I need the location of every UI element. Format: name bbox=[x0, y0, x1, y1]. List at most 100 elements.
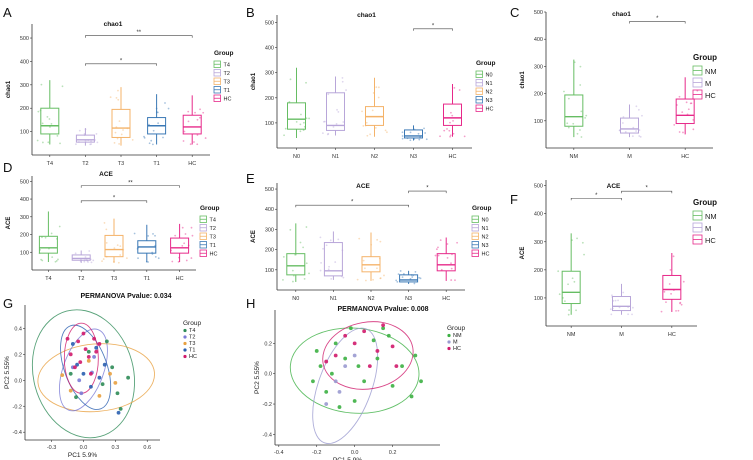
significance-label: ** bbox=[136, 30, 141, 36]
pcoa-point-hc bbox=[89, 371, 93, 376]
jitter-point bbox=[84, 139, 87, 142]
jitter-point bbox=[292, 280, 294, 283]
confidence-ellipse-t1 bbox=[60, 324, 112, 410]
jitter-point bbox=[119, 245, 122, 247]
x-tick-label: 0.2 bbox=[389, 450, 397, 456]
jitter-point bbox=[386, 131, 388, 134]
x-tick-label: M bbox=[619, 332, 624, 338]
x-tick-label: HC bbox=[188, 161, 196, 167]
jitter-point bbox=[78, 129, 81, 132]
jitter-point bbox=[61, 85, 64, 88]
jitter-point bbox=[336, 108, 338, 111]
jitter-point bbox=[40, 258, 43, 261]
jitter-point bbox=[681, 111, 684, 113]
jitter-point bbox=[167, 107, 170, 110]
significance-label: * bbox=[595, 193, 598, 199]
jitter-point bbox=[364, 279, 367, 282]
jitter-point bbox=[567, 126, 570, 129]
jitter-point bbox=[627, 306, 630, 308]
jitter-point bbox=[187, 120, 190, 123]
jitter-point bbox=[48, 118, 51, 120]
bracket-line bbox=[295, 204, 409, 208]
box-iqr bbox=[620, 117, 639, 134]
legend-label: T4 bbox=[224, 63, 230, 69]
legend: Group NM M HC bbox=[692, 198, 717, 245]
legend-dot bbox=[183, 348, 187, 352]
bracket-line bbox=[413, 28, 453, 31]
jitter-point bbox=[113, 141, 116, 144]
y-axis-label: chao1 bbox=[251, 72, 257, 90]
jitter-point bbox=[668, 283, 671, 285]
legend-label: N0 bbox=[486, 73, 493, 79]
jitter-point bbox=[89, 258, 92, 261]
y-tick-label: 100 bbox=[265, 268, 274, 274]
y-axis-label: ACE bbox=[251, 230, 257, 243]
jitter-point bbox=[342, 276, 345, 279]
pcoa-point-t1 bbox=[116, 410, 121, 415]
jitter-point bbox=[573, 280, 576, 283]
jitter-point bbox=[327, 132, 330, 135]
x-tick-label: HC bbox=[442, 296, 450, 302]
jitter-point bbox=[692, 128, 695, 131]
jitter-point bbox=[157, 122, 160, 125]
jitter-point bbox=[334, 261, 337, 263]
jitter-point bbox=[451, 114, 454, 117]
y-tick-label: 200 bbox=[265, 248, 274, 254]
jitter-point bbox=[446, 243, 449, 245]
jitter-point bbox=[611, 294, 613, 297]
jitter-point bbox=[119, 254, 122, 256]
pcoa-point-nm bbox=[356, 364, 361, 369]
box-m bbox=[618, 104, 643, 138]
confidence-ellipse-t3 bbox=[37, 343, 155, 413]
box-hc bbox=[673, 77, 699, 135]
jitter-point bbox=[356, 278, 359, 281]
jitter-point bbox=[609, 308, 612, 311]
jitter-point bbox=[341, 77, 344, 79]
jitter-point bbox=[329, 239, 332, 242]
x-tick-label: N3 bbox=[410, 154, 417, 160]
jitter-point bbox=[439, 239, 442, 242]
x-tick-label: T2 bbox=[82, 161, 88, 167]
panel-g: G -0.3 0.0 0.3 0.6 0.4 0.2 0.0 -0.2 -0.4 PC1 5.9% P… bbox=[3, 296, 201, 459]
panel-e: E ACE ACE 100 200 300 400 500 N0 N1 N2 N3 HC * * Group N… bbox=[246, 171, 492, 313]
legend-label: T3 bbox=[224, 80, 230, 86]
chart-title: chao1 bbox=[104, 21, 123, 28]
jitter-point bbox=[319, 269, 322, 272]
jitter-point bbox=[449, 135, 452, 138]
y-tick-label: 500 bbox=[265, 187, 274, 193]
legend-title: Group bbox=[200, 205, 220, 212]
jitter-point bbox=[379, 277, 382, 280]
legend-label: HC bbox=[453, 346, 461, 352]
jitter-point bbox=[282, 278, 284, 281]
jitter-point bbox=[320, 261, 322, 264]
y-tick-label: 100 bbox=[20, 130, 29, 136]
jitter-point bbox=[305, 81, 307, 84]
jitter-point bbox=[47, 141, 50, 144]
jitter-point bbox=[36, 139, 39, 142]
significance-label: * bbox=[426, 186, 429, 192]
jitter-point bbox=[456, 241, 458, 244]
jitter-point bbox=[567, 313, 570, 316]
jitter-point bbox=[150, 139, 153, 142]
pcoa-point-hc bbox=[94, 349, 99, 354]
jitter-point bbox=[101, 260, 103, 263]
jitter-point bbox=[564, 300, 566, 302]
jitter-point bbox=[399, 270, 402, 272]
jitter-point bbox=[302, 129, 305, 131]
jitter-point bbox=[44, 236, 47, 239]
pcoa-point-t1 bbox=[75, 362, 79, 367]
pcoa-point-hc bbox=[333, 353, 338, 358]
significance-bracket: * bbox=[408, 186, 447, 194]
jitter-point bbox=[84, 128, 87, 131]
jitter-point bbox=[448, 129, 451, 132]
bracket-line bbox=[85, 63, 157, 66]
x-tick-label: T3 bbox=[111, 276, 117, 282]
jitter-point bbox=[583, 253, 585, 256]
jitter-point bbox=[679, 301, 682, 304]
pcoa-point-t1 bbox=[89, 384, 93, 389]
jitter-point bbox=[576, 132, 579, 135]
jitter-point bbox=[308, 117, 310, 120]
box-iqr bbox=[38, 235, 58, 254]
pcoa-point-nm bbox=[390, 383, 395, 388]
